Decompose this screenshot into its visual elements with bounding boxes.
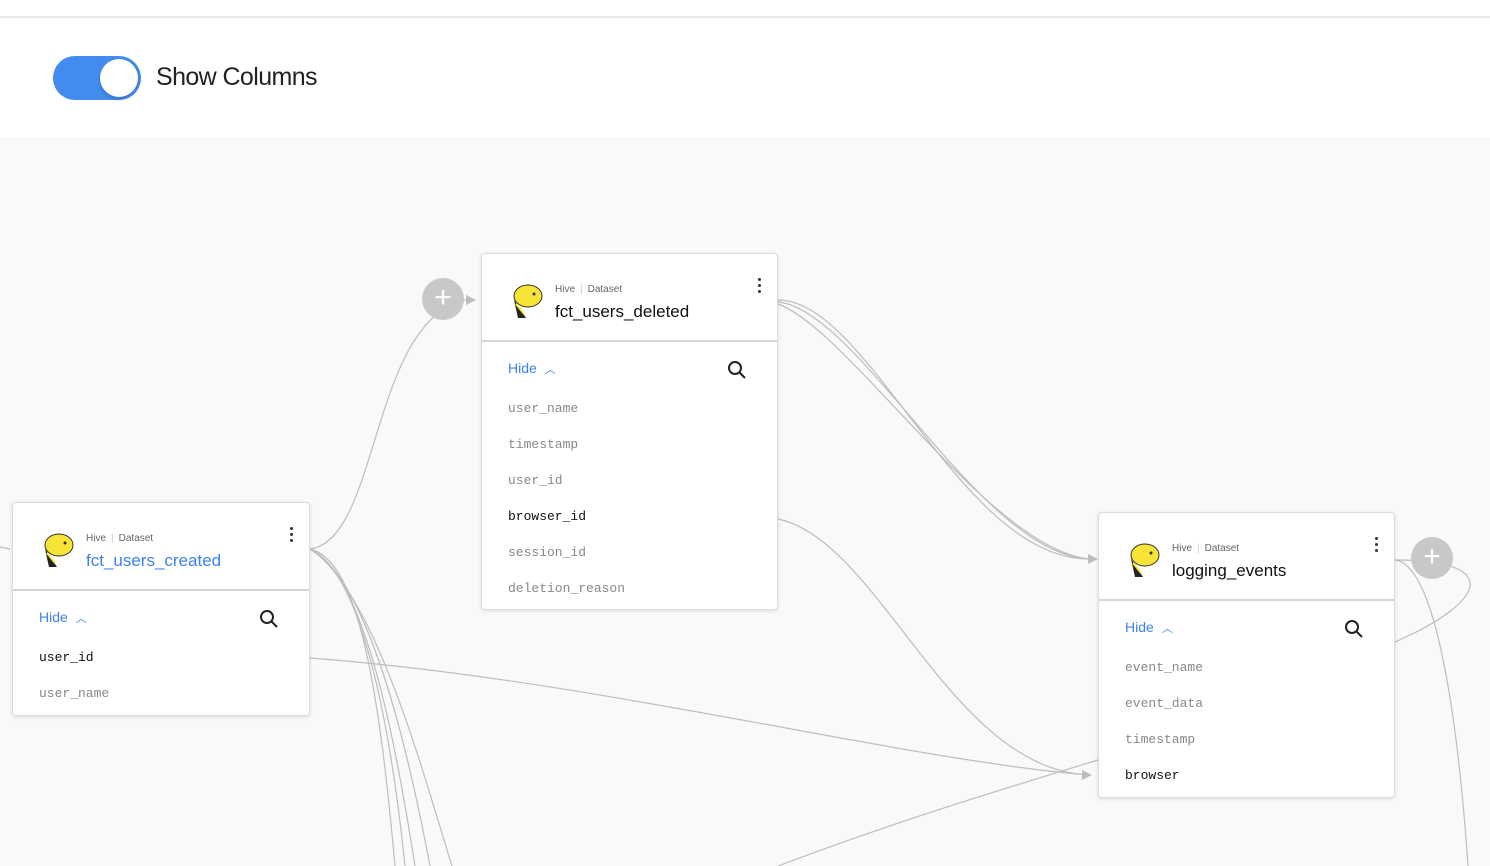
column-item[interactable]: timestamp <box>508 437 579 452</box>
platform-label: Hive <box>1172 543 1193 554</box>
hide-columns-button[interactable]: Hide ︿ <box>1125 619 1173 635</box>
node-header: Hive | Dataset fct_users_deleted <box>482 254 777 342</box>
node-card-fct-users-deleted[interactable]: Hive | Dataset fct_users_deleted Hide ︿ use… <box>481 253 778 610</box>
edge <box>309 299 467 550</box>
node-card-fct-users-created[interactable]: Hive | Dataset fct_users_created Hide ︿ use… <box>12 502 310 716</box>
arrow-icon <box>466 295 476 305</box>
search-icon[interactable] <box>259 609 279 629</box>
arrow-icon <box>1082 770 1092 780</box>
edge <box>0 546 11 550</box>
column-item[interactable]: user_name <box>39 686 110 701</box>
type-label: Dataset <box>118 533 154 544</box>
node-meta: Hive | Dataset <box>86 533 154 544</box>
hive-bee-icon <box>44 533 74 567</box>
more-menu-icon[interactable] <box>1372 537 1380 557</box>
type-label: Dataset <box>587 284 623 295</box>
edge <box>777 299 1091 560</box>
edge <box>777 518 1091 776</box>
column-item[interactable]: user_id <box>39 650 94 665</box>
chevron-up-icon: ︿ <box>544 364 556 376</box>
hide-columns-button[interactable]: Hide ︿ <box>508 360 556 376</box>
edge <box>777 759 1099 866</box>
more-menu-icon[interactable] <box>287 527 295 547</box>
platform-label: Hive <box>555 284 576 295</box>
more-menu-icon[interactable] <box>755 278 763 298</box>
node-title[interactable]: fct_users_deleted <box>555 302 690 321</box>
chevron-up-icon: ︿ <box>75 613 87 625</box>
column-item[interactable]: user_name <box>508 401 579 416</box>
search-icon[interactable] <box>1344 619 1364 639</box>
hive-bee-icon <box>1130 543 1160 577</box>
node-header: Hive | Dataset fct_users_created <box>13 503 309 591</box>
show-columns-toggle[interactable] <box>53 56 141 100</box>
edge <box>1394 559 1469 866</box>
column-item[interactable]: browser_id <box>508 509 587 524</box>
node-title[interactable]: logging_events <box>1172 561 1287 580</box>
edge <box>309 548 396 866</box>
node-title[interactable]: fct_users_created <box>86 551 222 570</box>
edge <box>309 548 431 866</box>
edge <box>309 657 1091 776</box>
expand-downstream-button[interactable]: + <box>1411 537 1453 579</box>
column-item[interactable]: user_id <box>508 473 563 488</box>
node-meta: Hive | Dataset <box>1172 543 1240 554</box>
node-card-logging-events[interactable]: Hive | Dataset logging_events Hide ︿ event_… <box>1098 512 1395 798</box>
column-item[interactable]: browser <box>1125 768 1180 783</box>
node-header: Hive | Dataset logging_events <box>1099 513 1394 601</box>
edge <box>777 303 1091 560</box>
arrow-icon <box>1088 554 1098 564</box>
search-icon[interactable] <box>727 360 747 380</box>
column-item[interactable]: timestamp <box>1125 732 1196 747</box>
edge <box>309 548 453 866</box>
column-item[interactable]: deletion_reason <box>508 581 626 596</box>
hive-bee-icon <box>513 284 543 318</box>
toggle-knob <box>100 59 138 97</box>
top-divider <box>0 16 1490 18</box>
column-item[interactable]: event_name <box>1125 660 1204 675</box>
type-label: Dataset <box>1204 543 1240 554</box>
edge <box>777 301 1091 560</box>
column-item[interactable]: session_id <box>508 545 587 560</box>
show-columns-label: Show Columns <box>156 63 318 91</box>
column-list: user_id user_name <box>39 649 109 721</box>
platform-label: Hive <box>86 533 107 544</box>
column-list: event_name event_data timestamp browser <box>1125 659 1203 803</box>
column-list: user_name timestamp user_id browser_id s… <box>508 400 625 616</box>
chevron-up-icon: ︿ <box>1161 623 1173 635</box>
hide-columns-button[interactable]: Hide ︿ <box>39 609 87 625</box>
expand-upstream-button[interactable]: + <box>422 278 464 320</box>
node-meta: Hive | Dataset <box>555 284 623 295</box>
column-item[interactable]: event_data <box>1125 696 1204 711</box>
